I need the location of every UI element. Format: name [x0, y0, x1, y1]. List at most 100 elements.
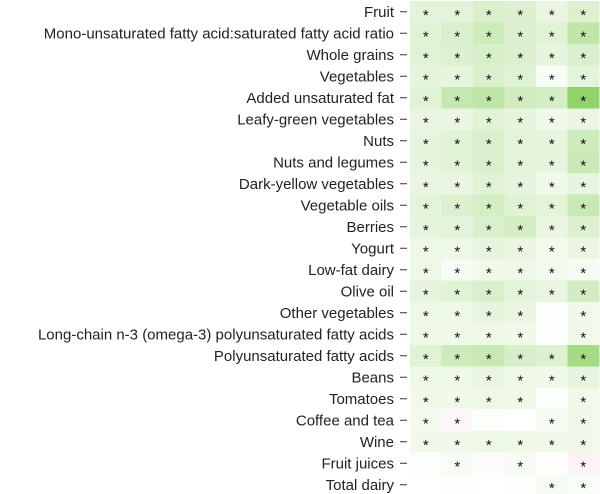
significance-marker: * — [423, 71, 429, 88]
heatmap-cell — [441, 431, 474, 453]
heatmap-cell — [536, 130, 568, 152]
heatmap-cell — [410, 345, 442, 367]
heatmap-cell — [410, 366, 442, 389]
significance-marker: * — [517, 71, 523, 88]
heatmap-cell — [473, 151, 505, 174]
significance-marker: * — [549, 71, 555, 88]
heatmap-cell — [567, 216, 600, 238]
significance-marker: * — [517, 222, 523, 239]
significance-marker: * — [517, 286, 523, 303]
significance-marker: * — [580, 200, 586, 217]
heatmap-cell — [473, 194, 505, 217]
heatmap-cell — [567, 366, 600, 389]
heatmap-cell — [410, 280, 442, 303]
heatmap-cell — [567, 409, 600, 432]
heatmap-cell — [441, 108, 474, 131]
heatmap-cell — [536, 65, 568, 88]
heatmap-cell — [536, 280, 568, 303]
significance-marker: * — [580, 93, 586, 110]
heatmap-cell — [504, 216, 537, 238]
row-label: Long-chain n-3 (omega-3) polyunsaturated… — [38, 326, 394, 343]
heatmap-cell — [504, 302, 537, 324]
significance-marker: * — [549, 157, 555, 174]
heatmap-cell — [536, 22, 568, 45]
row-label: Coffee and tea — [296, 412, 395, 429]
significance-marker: * — [454, 415, 460, 432]
significance-marker: * — [423, 93, 429, 110]
heatmap-cell — [441, 151, 474, 174]
heatmap-cell — [567, 108, 600, 131]
significance-marker: * — [580, 372, 586, 389]
heatmap-cell — [504, 130, 537, 152]
significance-marker: * — [454, 308, 460, 325]
significance-marker: * — [454, 222, 460, 239]
significance-marker: * — [486, 394, 492, 411]
row-label: Dark-yellow vegetables — [239, 176, 394, 193]
row-label: Fruit juices — [321, 455, 394, 472]
significance-marker: * — [486, 28, 492, 45]
significance-marker: * — [580, 71, 586, 88]
significance-marker: * — [517, 50, 523, 67]
significance-marker: * — [486, 222, 492, 239]
significance-marker: * — [580, 286, 586, 303]
significance-marker: * — [517, 308, 523, 325]
heatmap-cell — [536, 216, 568, 238]
significance-marker: * — [454, 93, 460, 110]
heatmap-cell — [441, 216, 474, 238]
heatmap-cell — [410, 130, 442, 152]
significance-marker: * — [423, 308, 429, 325]
row-label: Vegetable oils — [301, 197, 394, 214]
significance-marker: * — [423, 7, 429, 24]
heatmap-cell — [567, 431, 600, 453]
heatmap-cell — [504, 1, 537, 23]
heatmap-cell — [567, 474, 600, 494]
heatmap-cell — [473, 87, 505, 109]
heatmap-cell — [536, 87, 568, 109]
heatmap-cell — [441, 452, 474, 475]
heatmap-cell — [441, 474, 474, 494]
row-label: Tomatoes — [329, 391, 394, 408]
heatmap-cell — [567, 280, 600, 303]
significance-marker: * — [517, 93, 523, 110]
significance-marker: * — [454, 243, 460, 260]
significance-marker: * — [517, 243, 523, 260]
row-label: Whole grains — [306, 47, 394, 64]
significance-marker: * — [517, 372, 523, 389]
significance-marker: * — [580, 50, 586, 67]
heatmap-cell — [473, 22, 505, 45]
heatmap-cell — [441, 194, 474, 217]
heatmap-cell — [504, 108, 537, 131]
significance-marker: * — [549, 114, 555, 131]
heatmap-cell — [567, 323, 600, 346]
significance-marker: * — [486, 93, 492, 110]
heatmap-cell — [441, 87, 474, 109]
heatmap-cell — [473, 431, 505, 453]
significance-marker: * — [454, 71, 460, 88]
heatmap-cell — [536, 173, 568, 195]
significance-marker: * — [454, 458, 460, 475]
heatmap-cell — [410, 409, 442, 432]
significance-marker: * — [549, 286, 555, 303]
significance-marker: * — [423, 265, 429, 282]
heatmap-cell — [504, 366, 537, 389]
heatmap-cell — [473, 130, 505, 152]
significance-marker: * — [580, 28, 586, 45]
heatmap-cell-group — [410, 1, 600, 494]
significance-marker: * — [454, 136, 460, 153]
heatmap-cell — [473, 323, 505, 346]
significance-marker: * — [517, 200, 523, 217]
significance-marker: * — [549, 437, 555, 454]
significance-marker: * — [517, 265, 523, 282]
heatmap-cell — [504, 409, 537, 432]
significance-marker: * — [549, 200, 555, 217]
heatmap-cell — [504, 259, 537, 281]
significance-marker: * — [549, 243, 555, 260]
row-label: Total dairy — [326, 477, 395, 494]
heatmap-cell — [473, 474, 505, 494]
heatmap-cell — [410, 151, 442, 174]
heatmap-cell — [441, 409, 474, 432]
heatmap-cell — [473, 388, 505, 410]
significance-marker: * — [549, 265, 555, 282]
significance-marker: * — [549, 7, 555, 24]
significance-marker: * — [454, 28, 460, 45]
